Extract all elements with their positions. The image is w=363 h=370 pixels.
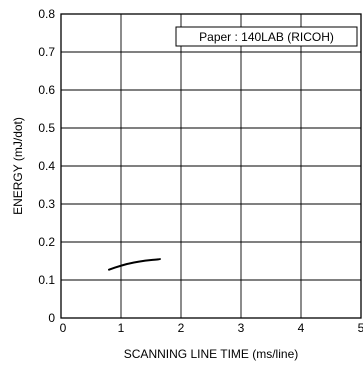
y-tick-label: 0.4 [38,159,55,173]
x-tick-label: 3 [238,321,245,335]
x-tick-label: 4 [298,321,305,335]
paper-annotation: Paper : 140LAB (RICOH) [199,30,334,44]
grid-lines [61,14,361,318]
legend-frame [175,26,358,47]
x-tick-labels: 0 1 2 3 4 5 [60,321,363,335]
x-tick-label: 1 [118,321,125,335]
x-tick-label: 5 [358,321,363,335]
x-tick-label: 0 [60,321,67,335]
y-tick-label: 0.7 [38,45,55,59]
y-tick-label: 0.2 [38,235,55,249]
y-tick-label: 0.3 [38,197,55,211]
legend-box: Paper : 140LAB (RICOH) [175,26,358,47]
y-tick-label: 0 [48,311,55,325]
y-tick-labels: 0 0.1 0.2 0.3 0.4 0.5 0.6 0.7 0.8 [38,7,55,325]
y-tick-label: 0.1 [38,273,55,287]
y-tick-label: 0.6 [38,83,55,97]
y-tick-label: 0.5 [38,121,55,135]
series-layer [108,258,161,271]
energy-series-line [108,258,161,271]
y-tick-label: 0.8 [38,7,55,21]
plot-frame [60,13,362,319]
y-axis-label: ENERGY (mJ/dot) [11,117,25,215]
x-axis-label: SCANNING LINE TIME (ms/line) [124,347,298,361]
x-tick-label: 2 [178,321,185,335]
